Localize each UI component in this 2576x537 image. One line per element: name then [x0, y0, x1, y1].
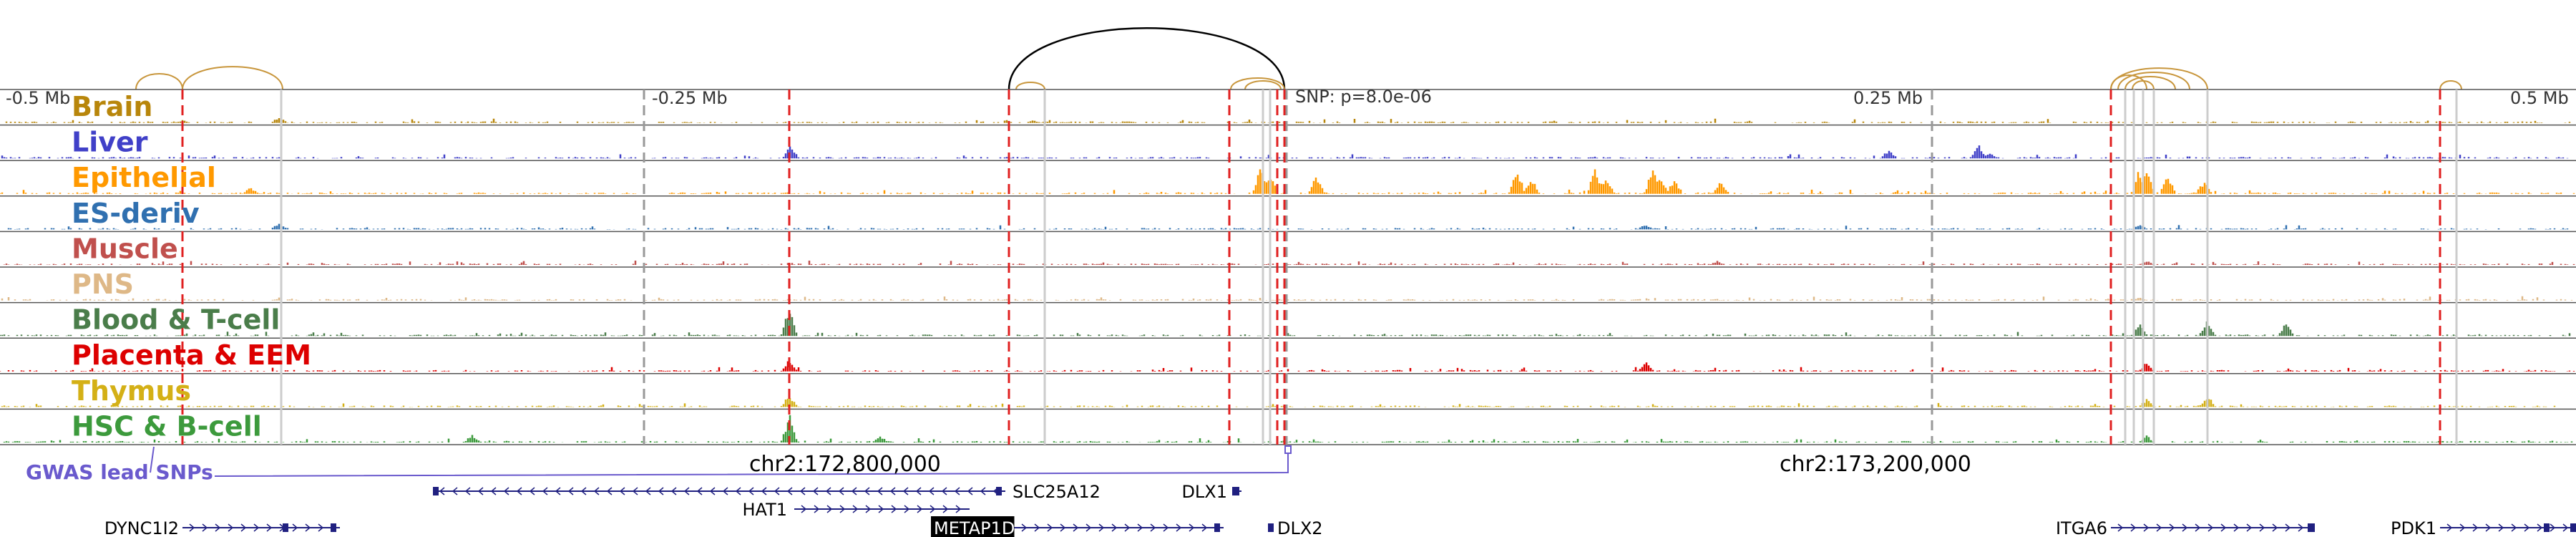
gwas-connector — [150, 446, 155, 473]
gene-label: DYNC1I2 — [104, 518, 179, 537]
exon — [2570, 523, 2576, 532]
track-label: HSC & B-cell — [72, 410, 262, 442]
strand-arrows — [439, 487, 999, 495]
track-epithelial — [0, 160, 2576, 194]
signal — [3, 261, 2575, 265]
tick-label: -0.5 Mb — [6, 88, 70, 108]
loop-arc — [1230, 77, 1285, 90]
exon — [331, 523, 336, 532]
loop-arc — [2124, 76, 2176, 90]
track-label: Blood & T-cell — [72, 304, 280, 336]
signal — [1, 296, 2573, 301]
exon — [1268, 523, 1274, 532]
track-hsc-b-cell — [0, 408, 2576, 442]
track-label: Brain — [72, 91, 152, 122]
signal — [5, 118, 2571, 123]
signal — [3, 415, 2573, 442]
loop-arc — [182, 66, 283, 90]
loop-arc — [1244, 80, 1282, 90]
gene-label-highlight — [931, 516, 1015, 537]
gene-label: ITGA6 — [2056, 518, 2107, 537]
gene-dync1i2: DYNC1I2 — [104, 518, 340, 537]
position-axis: -0.5 Mb -0.25 Mb 0.25 Mb 0.5 Mb SNP: p=8… — [6, 87, 2569, 108]
coordinate-labels: chr2:172,800,000 chr2:173,200,000 — [749, 452, 1971, 477]
loop-arc — [2132, 80, 2155, 90]
exon — [996, 487, 1002, 495]
gwas-connector — [214, 453, 1289, 477]
track-es-deriv — [0, 195, 2576, 230]
loop-arcs — [135, 27, 2462, 90]
loop-arc — [2439, 80, 2462, 90]
gene-hat1: HAT1 — [742, 500, 970, 520]
loop-arc — [135, 73, 183, 90]
exon — [283, 523, 288, 532]
coord-label: chr2:172,800,000 — [749, 452, 941, 477]
gene-dlx2: DLX2 — [1268, 518, 1323, 537]
gene-annotations: SLC25A12 DLX1 HAT1 DYNC1I2 METAP1D DLX2 ITGA6 P… — [104, 482, 2576, 537]
track-label: ES-deriv — [72, 198, 200, 229]
track-label: Placenta & EEM — [72, 339, 311, 371]
track-labels: Brain Liver Epithelial ES-deriv Muscle PNS Blo… — [72, 91, 311, 442]
strand-arrows — [2446, 523, 2569, 532]
gene-slc25a12: SLC25A12 — [433, 482, 1101, 502]
strand-arrows — [2117, 523, 2304, 532]
loop-arc — [2110, 74, 2147, 90]
gene-label: HAT1 — [742, 500, 787, 520]
track-label: Liver — [72, 127, 148, 158]
tick-label: 0.5 Mb — [2510, 88, 2569, 108]
track-pns — [0, 266, 2576, 301]
loop-arc — [1008, 27, 1286, 90]
track-brain — [0, 89, 2576, 123]
highlight-lines — [181, 90, 2458, 445]
gene-dlx1: DLX1 — [1181, 482, 1241, 502]
exon — [433, 487, 439, 495]
gwas-snp-marker — [1284, 445, 1292, 454]
signal — [1, 398, 2556, 407]
track-label: Thymus — [72, 375, 191, 407]
exon — [2309, 523, 2315, 532]
signal — [0, 169, 2575, 194]
track-liver — [0, 124, 2576, 159]
snp-pvalue-label: SNP: p=8.0e-06 — [1295, 87, 1432, 107]
track-blood-t-cell — [0, 301, 2576, 337]
loop-arc — [2117, 72, 2190, 90]
gene-metap1d: METAP1D — [931, 516, 1224, 537]
tick-label: 0.25 Mb — [1853, 88, 1923, 108]
strand-arrows — [189, 523, 337, 532]
gwas-lead-snps-label: GWAS lead SNPs — [26, 460, 213, 484]
tick-label: -0.25 Mb — [652, 88, 728, 108]
gene-label: PDK1 — [2391, 518, 2436, 537]
track-thymus — [0, 373, 2576, 407]
gene-pdk1: PDK1 — [2391, 518, 2576, 537]
gene-label: SLC25A12 — [1013, 482, 1101, 502]
gene-itga6: ITGA6 — [2056, 518, 2315, 537]
track-label: Muscle — [72, 233, 178, 264]
gwas-section: GWAS lead SNPs — [26, 445, 1292, 484]
signal — [1, 145, 2569, 159]
exon — [1234, 487, 1239, 495]
gene-label: METAP1D — [934, 518, 1015, 537]
track-label: Epithelial — [72, 162, 216, 193]
strand-arrows — [801, 505, 962, 513]
signal — [0, 361, 2575, 372]
track-placenta-eem — [0, 337, 2576, 372]
exon — [1214, 523, 1220, 532]
exon — [2544, 523, 2550, 532]
coord-label: chr2:173,200,000 — [1780, 452, 1971, 477]
gene-label: DLX2 — [1277, 518, 1323, 537]
track-muscle — [0, 231, 2576, 265]
signal-tracks — [0, 89, 2576, 445]
loop-arc — [1015, 82, 1045, 90]
gene-label: DLX1 — [1181, 482, 1227, 502]
signal — [7, 223, 2569, 230]
track-label: PNS — [72, 268, 134, 300]
